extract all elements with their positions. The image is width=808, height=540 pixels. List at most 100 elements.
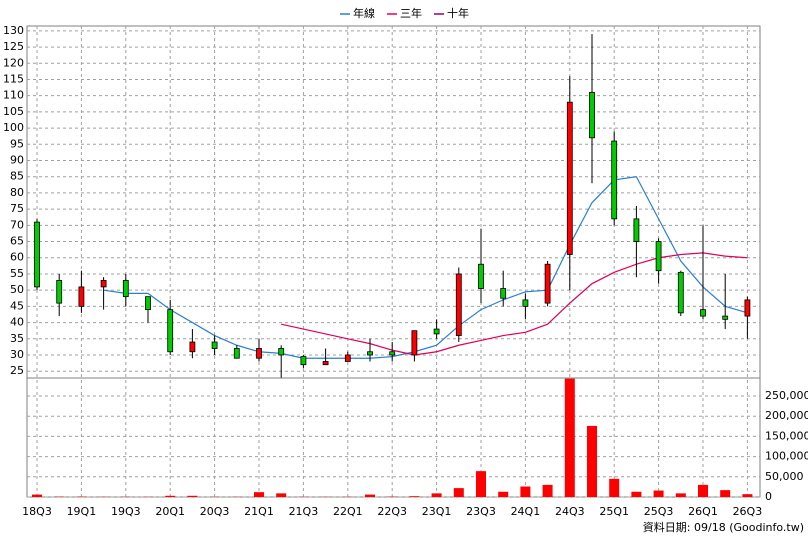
y2-tick-label: 100,000 (765, 450, 808, 463)
candle-body (189, 341, 196, 353)
candle-body (145, 296, 151, 311)
candle-body (589, 92, 595, 139)
line-series (281, 252, 748, 356)
candle-body (544, 263, 551, 304)
candle-body (34, 221, 40, 288)
x-tick-label: 20Q3 (200, 505, 230, 518)
y-tick-label: 110 (3, 89, 24, 102)
x-tick-label: 26Q3 (733, 505, 763, 518)
x-tick-label: 24Q3 (555, 505, 585, 518)
volume-bar (698, 484, 708, 497)
y-tick-label: 80 (10, 186, 24, 199)
y2-tick-label: 250,000 (765, 389, 808, 402)
y-tick-label: 75 (10, 202, 24, 215)
candle-body (655, 241, 662, 272)
x-tick-label: 24Q1 (511, 505, 541, 518)
volume-bar (431, 493, 442, 497)
candle-body (344, 354, 351, 362)
volume-bar (520, 486, 531, 497)
legend-label: 年線 (353, 6, 375, 20)
y-tick-label: 105 (3, 105, 24, 118)
candle-body (322, 361, 329, 366)
y-tick-label: 70 (10, 218, 24, 231)
candle-body (233, 348, 240, 359)
candle-body (211, 341, 218, 349)
x-tick-label: 22Q3 (377, 505, 407, 518)
candle-body (522, 299, 529, 307)
y-tick-label: 60 (10, 251, 24, 264)
volume-bar (542, 484, 553, 497)
volume-bar (587, 425, 597, 497)
y-tick-label: 95 (10, 137, 24, 150)
volume-bar (498, 491, 509, 497)
y-tick-label: 85 (10, 170, 24, 183)
y-tick-label: 90 (10, 154, 24, 167)
y-tick-label: 100 (3, 121, 24, 134)
legend-label: 三年 (400, 6, 422, 20)
y-tick-label: 55 (10, 267, 24, 280)
candle-body (677, 271, 684, 314)
volume-bar (276, 493, 287, 497)
y-tick-label: 125 (3, 40, 24, 53)
candle-body (122, 280, 129, 298)
volume-bar (675, 493, 686, 497)
y-tick-label: 45 (10, 299, 24, 312)
y2-tick-label: 50,000 (765, 470, 804, 483)
candle-body (100, 280, 107, 288)
volume-bar (365, 494, 375, 497)
x-tick-label: 21Q1 (244, 505, 274, 518)
x-tick-label: 21Q3 (289, 505, 319, 518)
plot-frame (26, 25, 761, 498)
y-tick-label: 35 (10, 332, 24, 345)
y2-tick-label: 0 (765, 490, 772, 503)
y2-tick-label: 200,000 (765, 409, 808, 422)
y-tick-label: 50 (10, 283, 24, 296)
x-tick-label: 23Q3 (466, 505, 496, 518)
volume-bar (609, 478, 620, 497)
volume-bar (453, 488, 464, 497)
legend-label: 十年 (447, 6, 469, 20)
y-tick-label: 115 (3, 72, 24, 85)
y-tick-label: 130 (3, 24, 24, 37)
volume-bar (409, 496, 420, 497)
x-tick-label: 25Q3 (644, 505, 674, 518)
x-tick-label: 22Q1 (333, 505, 363, 518)
volume-bar (476, 471, 486, 497)
candle-body (367, 351, 373, 356)
source-note: 資料日期: 09/18 (Goodinfo.tw) (643, 520, 804, 534)
volume-bar (742, 494, 753, 497)
candle-body (56, 280, 63, 304)
x-tick-label: 25Q1 (599, 505, 629, 518)
x-tick-label: 26Q1 (688, 505, 718, 518)
candle-body (278, 348, 285, 356)
candle-body (300, 356, 307, 366)
candle-body (167, 309, 174, 353)
volume-bar (187, 495, 198, 497)
line-series (103, 176, 748, 359)
candle-body (611, 140, 618, 220)
candle-body (566, 101, 573, 255)
volume-bar (653, 490, 664, 497)
y-tick-label: 120 (3, 56, 24, 69)
candle-body (433, 328, 440, 335)
volume-bar (165, 495, 176, 497)
candle-body (700, 309, 706, 317)
x-tick-label: 20Q1 (155, 505, 185, 518)
candle-body (389, 351, 396, 356)
candle-body (478, 263, 484, 289)
y2-tick-label: 150,000 (765, 429, 808, 442)
volume-bar (720, 490, 731, 497)
candle-body (500, 288, 507, 299)
y-tick-label: 25 (10, 364, 24, 377)
y-tick-label: 65 (10, 235, 24, 248)
candle-body (78, 286, 85, 307)
candle-body (744, 299, 751, 317)
candle-body (455, 273, 462, 336)
x-tick-label: 19Q1 (67, 505, 97, 518)
x-tick-label: 18Q3 (22, 505, 52, 518)
volume-bar (564, 378, 575, 497)
y-tick-label: 30 (10, 348, 24, 361)
y-tick-label: 40 (10, 316, 24, 329)
volume-bar (631, 491, 642, 497)
